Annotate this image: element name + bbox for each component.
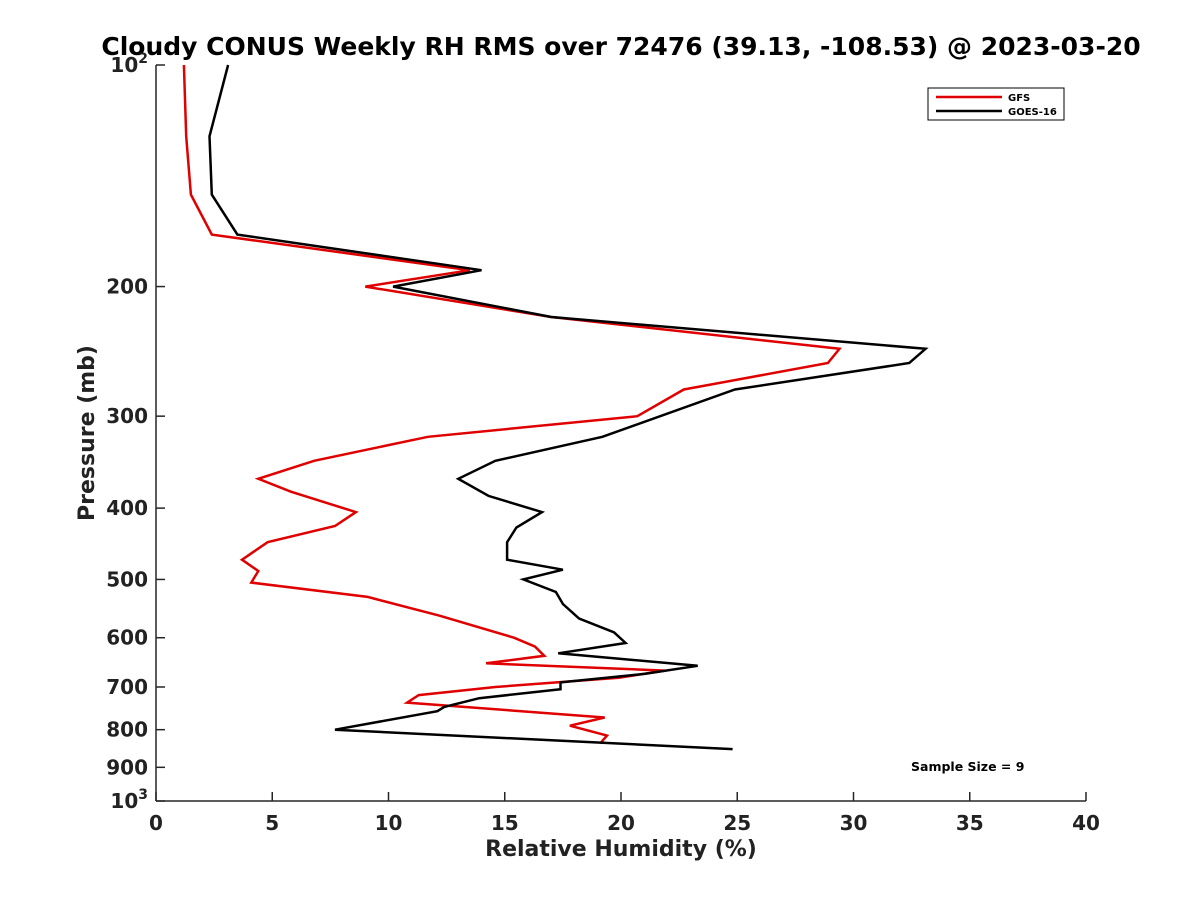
y-axis-label: Pressure (mb) <box>75 345 100 521</box>
y-tick-label: 300 <box>106 404 148 428</box>
x-tick-label: 25 <box>723 811 751 835</box>
y-axis-ticks: 102 200 300 400 500 600 700 800 900 103 <box>106 51 165 813</box>
x-tick-label: 40 <box>1072 811 1100 835</box>
plot-area <box>182 64 929 751</box>
y-tick-label: 400 <box>106 496 148 520</box>
sample-size-annotation: Sample Size = 9 <box>911 759 1024 774</box>
y-tick-label: 800 <box>106 718 148 742</box>
y-tick-label: 102 <box>110 51 148 77</box>
y-tick-label: 900 <box>106 755 148 779</box>
legend-label-goes16: GOES-16 <box>1008 107 1057 118</box>
x-tick-label: 30 <box>840 811 868 835</box>
legend-label-gfs: GFS <box>1008 93 1030 104</box>
x-tick-label: 0 <box>149 811 163 835</box>
y-tick-label: 103 <box>110 787 148 813</box>
y-tick-label: 700 <box>106 675 148 699</box>
x-tick-label: 35 <box>956 811 984 835</box>
x-tick-label: 15 <box>491 811 519 835</box>
x-tick-label: 20 <box>607 811 635 835</box>
legend-box <box>927 87 1065 121</box>
y-tick-label: 500 <box>106 567 148 591</box>
legend: GFS GOES-16 <box>927 87 1065 121</box>
x-tick-label: 5 <box>265 811 279 835</box>
chart-title: Cloudy CONUS Weekly RH RMS over 72476 (3… <box>101 32 1140 61</box>
x-tick-label: 10 <box>375 811 403 835</box>
x-axis-ticks: 0 5 10 15 20 25 30 35 40 <box>149 792 1100 835</box>
y-tick-label: 600 <box>106 626 148 650</box>
x-axis-label: Relative Humidity (%) <box>485 837 757 862</box>
series-line-gfs <box>182 64 842 745</box>
y-tick-label: 200 <box>106 275 148 299</box>
series-line-goes16 <box>208 64 929 751</box>
